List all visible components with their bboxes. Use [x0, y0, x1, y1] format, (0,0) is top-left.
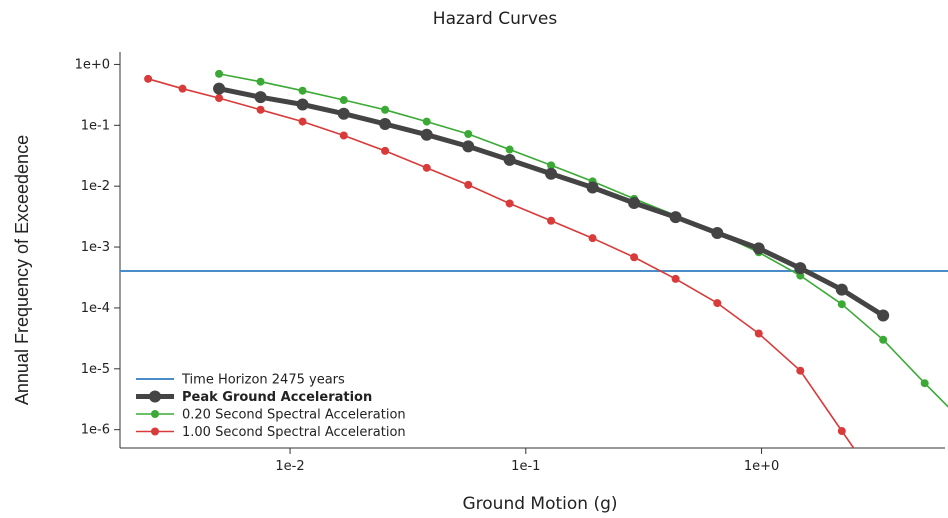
- series-point-0-20-second-spectral-acceleration: [547, 161, 556, 170]
- legend-label-2: 0.20 Second Spectral Acceleration: [182, 408, 406, 423]
- series-point-peak-ground-acceleration: [669, 211, 682, 224]
- plot-clipped: [120, 69, 948, 495]
- series-point-peak-ground-acceleration: [794, 262, 807, 275]
- series-point-0-20-second-spectral-acceleration: [381, 105, 390, 114]
- y-tick-label-1: 1e-1: [81, 118, 110, 133]
- series-point-peak-ground-acceleration: [835, 283, 848, 296]
- series-point-1-00-second-spectral-acceleration: [713, 299, 722, 308]
- x-tick-label-0: 1e-2: [275, 459, 304, 474]
- series-point-1-00-second-spectral-acceleration: [178, 84, 187, 93]
- legend-label-3: 1.00 Second Spectral Acceleration: [182, 425, 406, 440]
- series-point-0-20-second-spectral-acceleration: [256, 77, 265, 86]
- series-point-1-00-second-spectral-acceleration: [671, 274, 680, 283]
- series-point-1-00-second-spectral-acceleration: [339, 131, 348, 140]
- y-tick-label-0: 1e+0: [75, 57, 110, 72]
- legend: Time Horizon 2475 years Peak Ground Accel…: [136, 373, 406, 440]
- series-point-1-00-second-spectral-acceleration: [630, 253, 639, 262]
- series-point-0-20-second-spectral-acceleration: [505, 145, 514, 154]
- series-point-0-20-second-spectral-acceleration: [837, 300, 846, 309]
- series-point-peak-ground-acceleration: [503, 153, 516, 166]
- series-point-1-00-second-spectral-acceleration: [464, 180, 473, 189]
- y-tick-label-5: 1e-5: [81, 362, 110, 377]
- series-point-peak-ground-acceleration: [462, 140, 475, 153]
- series-point-peak-ground-acceleration: [337, 107, 350, 120]
- series-point-peak-ground-acceleration: [420, 128, 433, 141]
- series-line-0-20-second-spectral-acceleration: [218, 73, 948, 408]
- series-point-1-00-second-spectral-acceleration: [298, 117, 307, 126]
- series-point-0-20-second-spectral-acceleration: [339, 96, 348, 105]
- series-point-1-00-second-spectral-acceleration: [754, 329, 763, 338]
- series-point-1-00-second-spectral-acceleration: [422, 163, 431, 172]
- series-point-0-20-second-spectral-acceleration: [879, 335, 888, 344]
- legend-label-1: Peak Ground Acceleration: [182, 390, 372, 405]
- series-point-1-00-second-spectral-acceleration: [837, 427, 846, 436]
- series-point-peak-ground-acceleration: [586, 181, 599, 194]
- series-point-1-00-second-spectral-acceleration: [381, 146, 390, 155]
- plot-area: [120, 69, 948, 495]
- y-axis-label: Annual Frequency of Exceedence: [12, 135, 32, 405]
- y-tick-label-3: 1e-3: [81, 240, 110, 255]
- series-point-1-00-second-spectral-acceleration: [796, 366, 805, 375]
- series-point-1-00-second-spectral-acceleration: [256, 105, 265, 114]
- series-point-1-00-second-spectral-acceleration: [505, 199, 514, 208]
- axes: 1e-2 1e-1 1e+0 1e+0 1e-1 1e-2 1e-3 1e-4 1e-5 1e-6: [75, 52, 945, 474]
- series-point-peak-ground-acceleration: [877, 309, 890, 322]
- series-point-peak-ground-acceleration: [711, 227, 724, 240]
- legend-marker-1: [149, 390, 161, 403]
- series-point-1-00-second-spectral-acceleration: [144, 74, 153, 83]
- legend-marker-2: [151, 410, 159, 418]
- series-point-0-20-second-spectral-acceleration: [464, 129, 473, 138]
- series-point-peak-ground-acceleration: [628, 196, 641, 209]
- series-point-1-00-second-spectral-acceleration: [588, 234, 597, 243]
- series-point-peak-ground-acceleration: [379, 118, 392, 131]
- x-tick-label-1: 1e-1: [511, 459, 540, 474]
- series-point-0-20-second-spectral-acceleration: [422, 117, 431, 126]
- series-line-peak-ground-acceleration: [218, 86, 885, 318]
- series-point-peak-ground-acceleration: [752, 242, 765, 255]
- series-point-peak-ground-acceleration: [213, 82, 226, 95]
- series-point-1-00-second-spectral-acceleration: [547, 216, 556, 225]
- y-tick-label-4: 1e-4: [81, 301, 110, 316]
- legend-marker-3: [151, 427, 159, 436]
- series-point-peak-ground-acceleration: [296, 98, 309, 111]
- series-point-peak-ground-acceleration: [254, 91, 267, 104]
- chart-title: Hazard Curves: [433, 9, 558, 29]
- series-point-0-20-second-spectral-acceleration: [920, 379, 929, 388]
- series-point-peak-ground-acceleration: [545, 167, 558, 180]
- legend-label-0: Time Horizon 2475 years: [181, 373, 345, 388]
- series-point-0-20-second-spectral-acceleration: [215, 69, 224, 78]
- x-axis-label: Ground Motion (g): [462, 494, 617, 514]
- series-point-1-00-second-spectral-acceleration: [215, 94, 224, 103]
- series-point-1-00-second-spectral-acceleration: [879, 487, 887, 495]
- y-tick-label-2: 1e-2: [81, 179, 110, 194]
- y-tick-label-6: 1e-6: [81, 423, 110, 438]
- x-tick-label-2: 1e+0: [744, 459, 779, 474]
- series-point-0-20-second-spectral-acceleration: [298, 86, 307, 95]
